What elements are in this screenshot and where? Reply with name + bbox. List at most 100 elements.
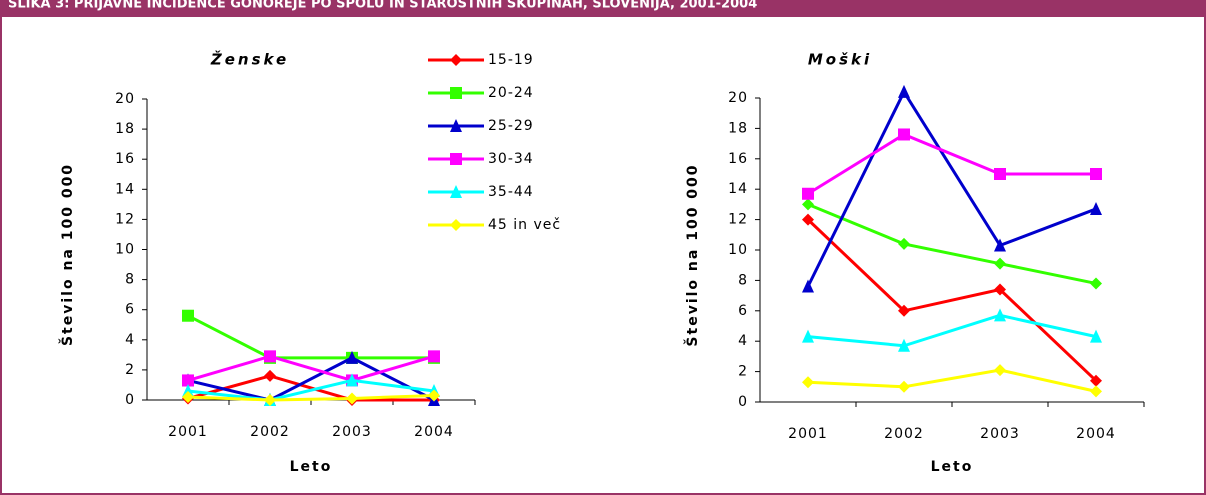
y-tick-label: 6 <box>738 303 748 319</box>
series-line <box>187 356 435 402</box>
marker <box>346 373 358 387</box>
x-axis-label: Leto <box>290 459 333 475</box>
y-tick-label: 8 <box>738 272 748 288</box>
y-tick-label: 12 <box>728 212 748 228</box>
marker <box>1090 277 1102 290</box>
marker <box>802 198 814 211</box>
marker <box>994 283 1006 296</box>
marker <box>898 380 910 393</box>
marker <box>1090 168 1102 180</box>
marker <box>802 187 814 200</box>
marker <box>182 374 194 387</box>
series-line <box>187 393 435 402</box>
series-line <box>807 132 1096 196</box>
marker <box>182 309 194 322</box>
x-axis-label: Leto <box>931 459 974 475</box>
x-tick-label: 2004 <box>1076 426 1116 442</box>
marker <box>264 350 276 363</box>
marker <box>802 329 814 343</box>
marker <box>1090 201 1102 215</box>
marker <box>898 128 910 141</box>
marker <box>898 237 910 250</box>
marker <box>994 308 1006 322</box>
y-tick-label: 0 <box>738 394 748 410</box>
y-tick-label: 6 <box>125 302 135 318</box>
marker <box>994 257 1006 270</box>
marker <box>264 394 276 406</box>
legend-label: 30-34 <box>488 151 534 167</box>
series-line <box>806 88 1097 288</box>
marker <box>428 350 440 363</box>
y-tick-label: 4 <box>738 333 748 349</box>
x-tick-label: 2003 <box>332 424 372 440</box>
y-tick-label: 16 <box>728 151 748 167</box>
y-tick-label: 4 <box>125 332 135 348</box>
y-tick-label: 16 <box>115 151 135 167</box>
marker <box>450 87 462 99</box>
y-tick-label: 2 <box>738 364 748 380</box>
marker <box>802 376 814 389</box>
x-tick-label: 2002 <box>250 424 290 440</box>
marker <box>898 304 910 317</box>
legend-label: 15-19 <box>488 52 534 68</box>
marker <box>182 390 194 403</box>
y-tick-label: 10 <box>115 242 135 258</box>
marker <box>450 119 462 132</box>
marker <box>802 279 814 293</box>
y-tick-label: 20 <box>115 91 135 107</box>
series-line <box>807 313 1097 348</box>
marker <box>898 84 910 98</box>
marker <box>450 54 462 66</box>
series-line <box>807 368 1097 393</box>
y-axis-label: Število na 100 000 <box>683 163 701 346</box>
marker <box>1090 385 1102 398</box>
y-tick-label: 8 <box>125 272 135 288</box>
marker <box>802 213 814 226</box>
series-line <box>806 218 1098 382</box>
marker <box>450 219 462 231</box>
legend-label: 35-44 <box>488 184 534 200</box>
y-tick-label: 18 <box>115 121 135 137</box>
legend-label: 20-24 <box>488 85 534 101</box>
y-tick-label: 0 <box>125 392 135 408</box>
series-line <box>187 354 435 382</box>
marker <box>994 364 1006 377</box>
legend-label: 45 in več <box>488 217 561 233</box>
series-line <box>187 378 435 402</box>
y-tick-label: 18 <box>728 120 748 136</box>
marker <box>346 392 358 405</box>
series-line <box>807 203 1097 285</box>
marker <box>450 185 462 198</box>
x-tick-label: 2001 <box>788 426 828 442</box>
series-line <box>187 314 434 360</box>
marker <box>1090 374 1102 387</box>
chart-title: Moški <box>808 51 872 69</box>
frame <box>0 15 1206 495</box>
y-axis-label: Število na 100 000 <box>58 163 76 346</box>
marker <box>994 168 1006 180</box>
header-bar <box>0 0 1206 16</box>
y-tick-label: 14 <box>115 181 135 197</box>
x-tick-label: 2003 <box>980 426 1020 442</box>
marker <box>994 238 1006 252</box>
chart-title: Ženske <box>210 50 289 69</box>
x-tick-label: 2002 <box>884 426 924 442</box>
x-tick-label: 2004 <box>414 424 454 440</box>
marker <box>182 383 194 397</box>
marker <box>346 350 358 364</box>
series-line <box>187 374 434 402</box>
y-tick-label: 10 <box>728 242 748 258</box>
y-tick-label: 20 <box>728 90 748 106</box>
legend-label: 25-29 <box>488 118 534 134</box>
marker <box>898 338 910 352</box>
y-tick-label: 2 <box>125 362 135 378</box>
marker <box>264 369 276 382</box>
x-tick-label: 2001 <box>168 424 208 440</box>
figure-title: SLIKA 3: PRIJAVNE INCIDENCE GONOREJE PO … <box>8 0 757 12</box>
y-tick-label: 12 <box>115 211 135 227</box>
marker <box>1090 329 1102 343</box>
marker <box>428 389 440 402</box>
marker <box>450 153 462 165</box>
y-tick-label: 14 <box>728 181 748 197</box>
